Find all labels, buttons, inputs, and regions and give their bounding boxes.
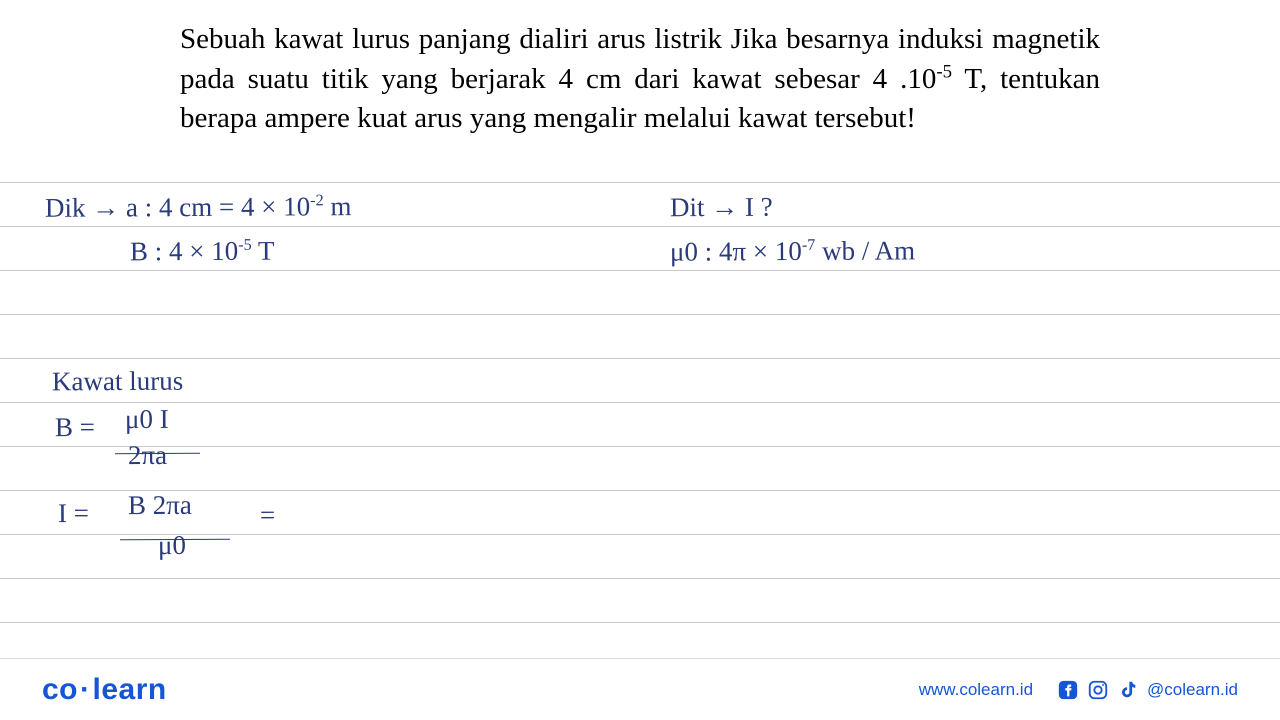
formula-B-lhs-text: B = [55, 412, 95, 442]
notebook-line [0, 622, 1280, 623]
facebook-icon [1057, 679, 1079, 701]
given-B-exp: -5 [238, 236, 252, 254]
asked-I: Dit → I ? [670, 192, 773, 224]
mu0-constant: μ0 : 4π × 10-7 wb / Am [670, 235, 915, 267]
tiktok-icon [1117, 679, 1139, 701]
given-a-unit: m [324, 191, 352, 221]
footer-url: www.colearn.id [919, 680, 1033, 700]
notebook-line [0, 402, 1280, 403]
formula-I-lhs-text: I = [58, 498, 89, 528]
mu0-unit: wb / Am [815, 235, 915, 266]
question-content: Sebuah kawat lurus panjang dialiri arus … [180, 23, 1100, 134]
given-a-exp: -2 [310, 191, 324, 209]
formula-B-num-text: μ0 I [125, 404, 169, 434]
footer-handle: @colearn.id [1147, 680, 1238, 700]
footer-right: www.colearn.id @colearn.id [919, 679, 1238, 701]
brand-logo: co·learn [42, 673, 167, 707]
given-B-text: B : 4 × 10 [130, 236, 238, 267]
section-kawat-lurus: Kawat lurus [52, 366, 183, 398]
mu0-text: μ0 : 4π × 10 [670, 236, 802, 267]
brand-co: co [42, 673, 78, 706]
given-B: B : 4 × 10-5 T [130, 236, 275, 268]
brand-learn: learn [93, 673, 167, 706]
question-text: Sebuah kawat lurus panjang dialiri arus … [180, 20, 1100, 138]
formula-I-num-text: B 2πa [128, 490, 192, 520]
notebook-line [0, 226, 1280, 227]
notebook-line [0, 182, 1280, 183]
formula-B-numerator: μ0 I [125, 404, 169, 435]
notebook-line [0, 578, 1280, 579]
notebook-line [0, 490, 1280, 491]
formula-B-denominator: 2πa [128, 440, 167, 471]
formula-I-numerator: B 2πa [128, 490, 192, 521]
given-a: Dik → a : 4 cm = 4 × 10-2 m [45, 191, 352, 224]
formula-B-lhs: B = [55, 412, 95, 443]
formula-I-eq-text: = [260, 500, 275, 530]
formula-I-lhs: I = [58, 498, 89, 529]
notebook-line [0, 314, 1280, 315]
formula-B-den-text: 2πa [128, 440, 167, 470]
notebook-line [0, 270, 1280, 271]
asked-I-text: Dit → I ? [670, 192, 773, 223]
mu0-exp: -7 [802, 236, 816, 254]
section-title-text: Kawat lurus [52, 366, 183, 397]
notebook-line [0, 358, 1280, 359]
footer-bar: co·learn www.colearn.id @colearn.id [0, 658, 1280, 720]
formula-I-equals: = [260, 500, 275, 531]
formula-I-den-text: μ0 [158, 530, 186, 560]
social-icons: @colearn.id [1057, 679, 1238, 701]
given-a-text: Dik → a : 4 cm = 4 × 10 [45, 191, 310, 222]
formula-I-denominator: μ0 [158, 530, 186, 561]
instagram-icon [1087, 679, 1109, 701]
given-B-unit: T [252, 236, 275, 266]
brand-dot: · [80, 673, 91, 706]
